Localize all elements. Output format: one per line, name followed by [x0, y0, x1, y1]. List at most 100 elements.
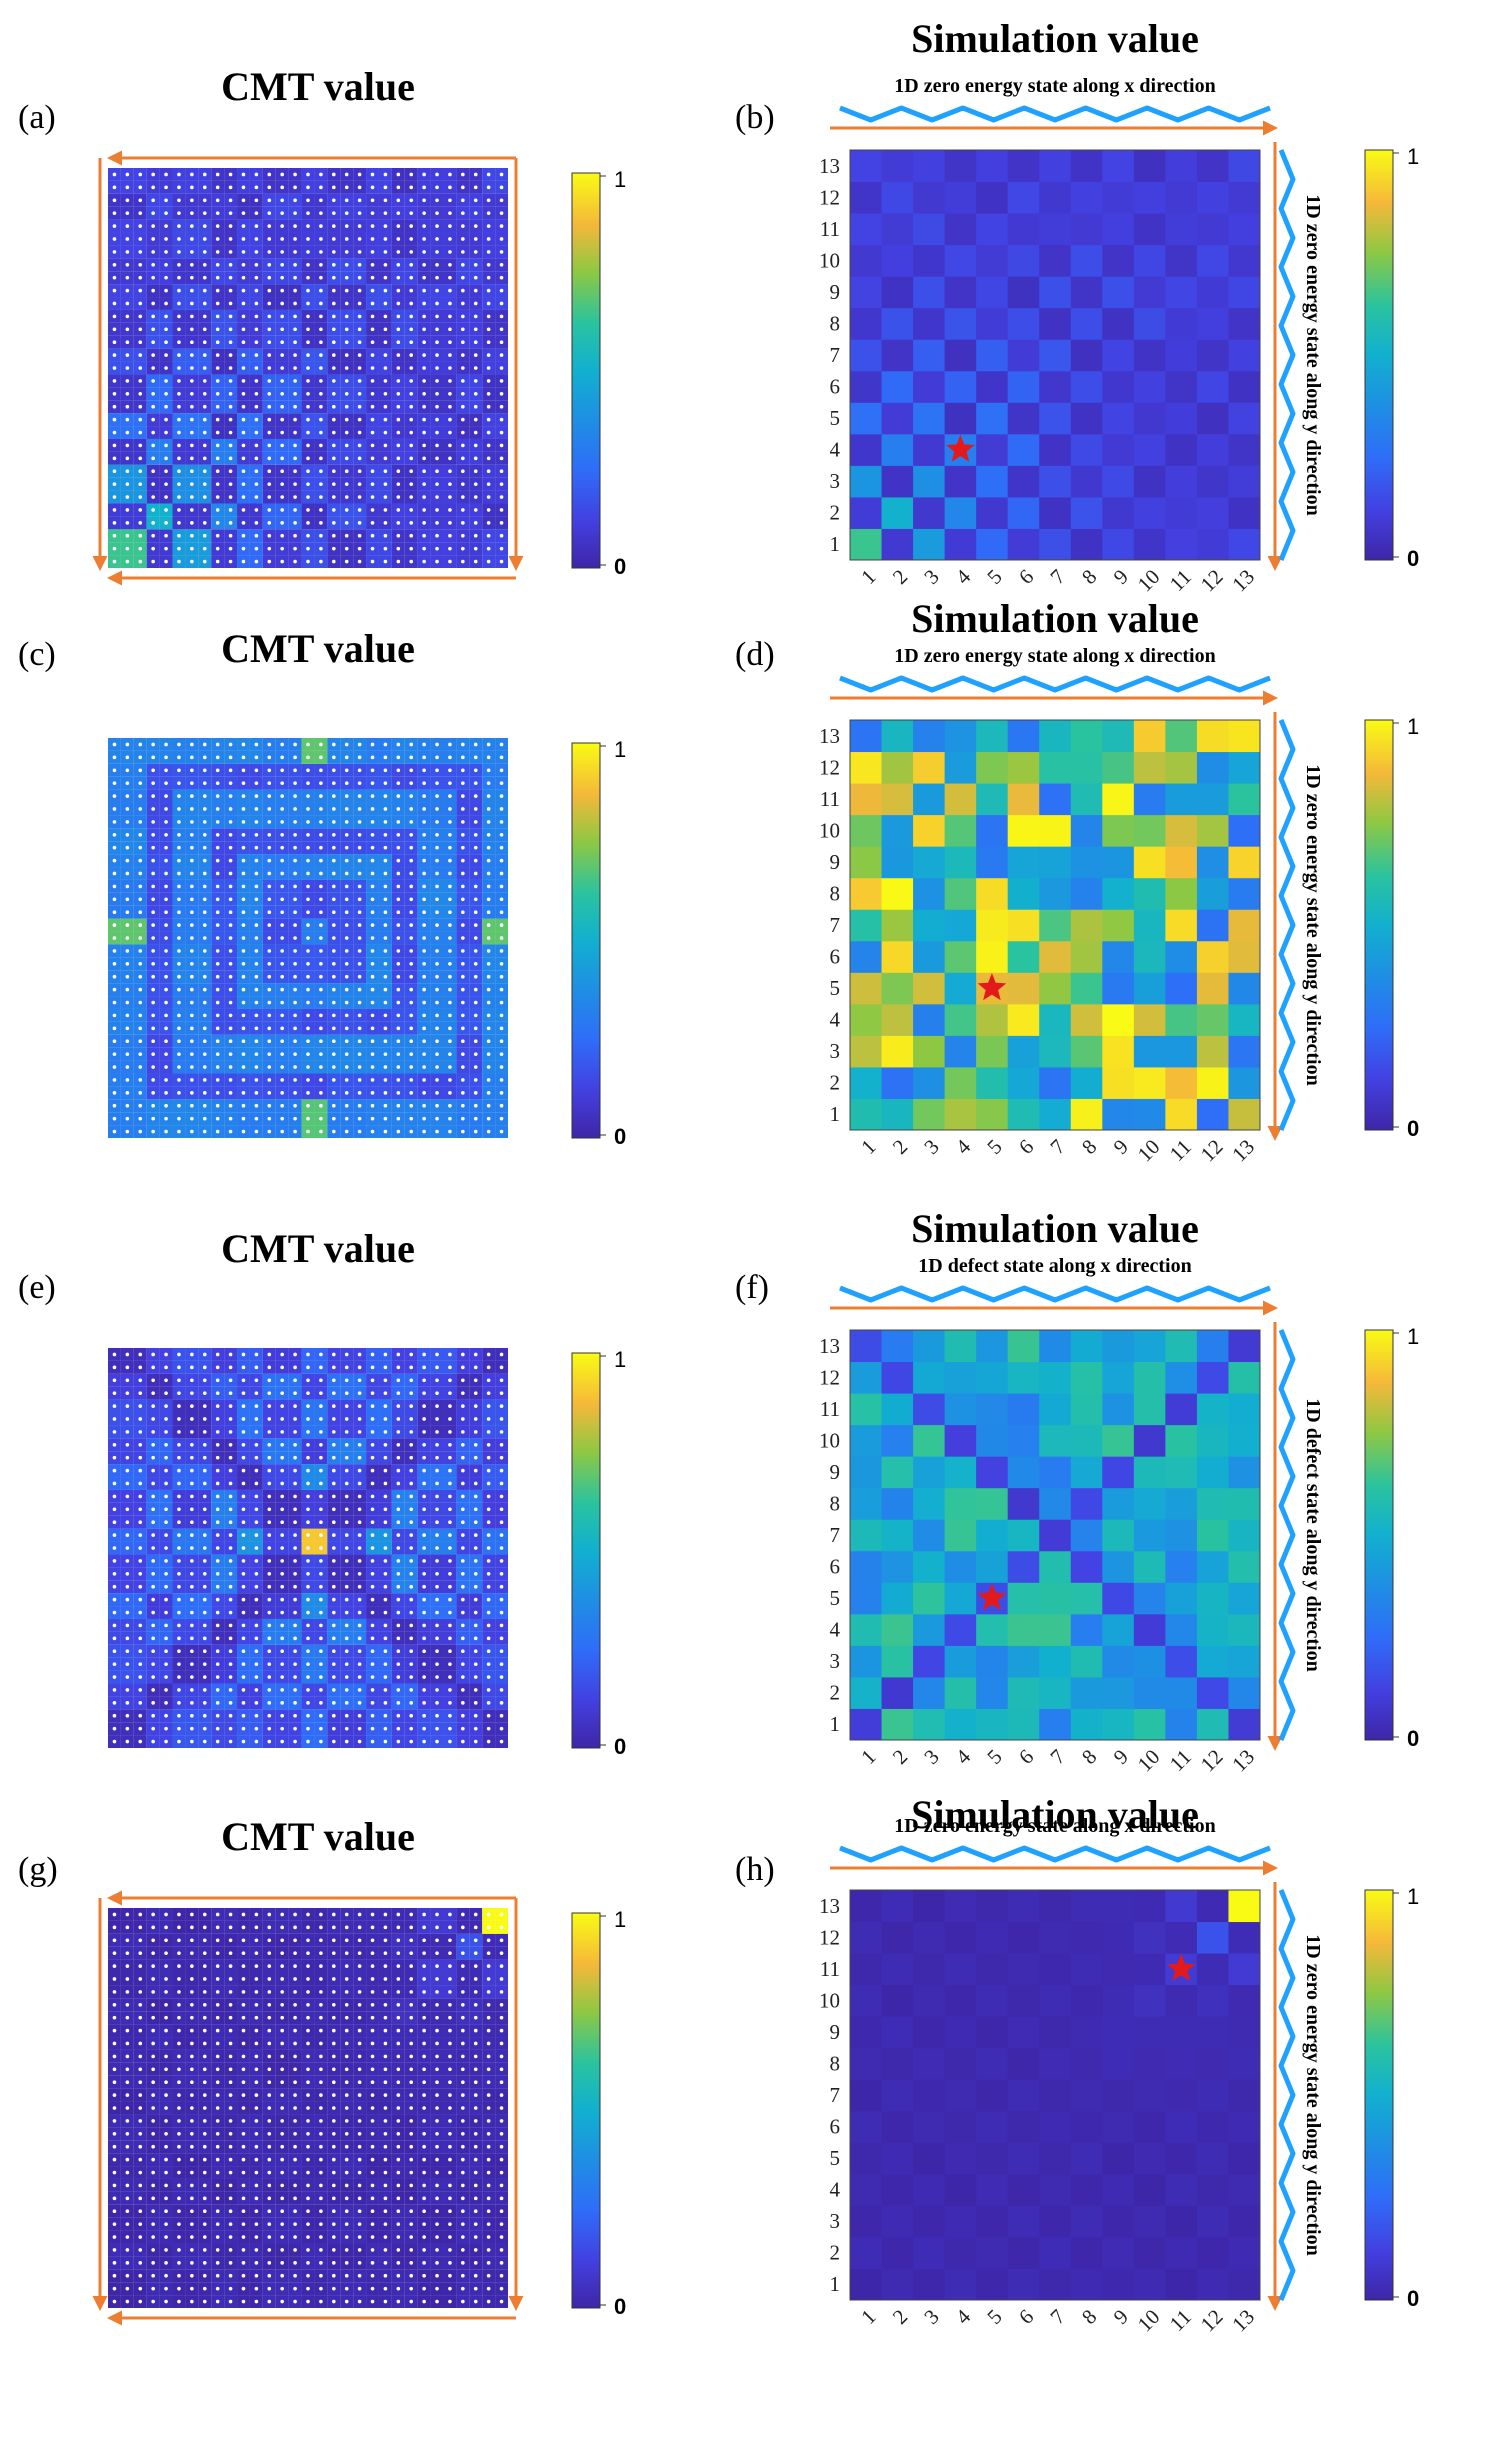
lattice-dot [177, 949, 181, 953]
lattice-dot [396, 340, 401, 344]
heatmap-cell [1165, 276, 1198, 309]
lattice-dot [280, 495, 284, 499]
lattice-dot [344, 1129, 349, 1134]
lattice-dot [190, 1417, 194, 1421]
lattice-dot [254, 379, 259, 383]
lattice-dot [280, 430, 284, 435]
lattice-dot [435, 366, 439, 370]
lattice-dot [280, 1026, 284, 1031]
lattice-dot [228, 456, 233, 461]
lattice-dot [280, 923, 284, 927]
lattice-dot [422, 936, 426, 940]
lattice-dot [177, 1520, 181, 1525]
lattice-dot [228, 1391, 233, 1395]
lattice-dot [332, 314, 336, 319]
lattice-dot [486, 198, 491, 203]
heatmap-cell [881, 465, 914, 498]
lattice-dot [448, 949, 452, 953]
heatmap-cell [1196, 720, 1229, 753]
lattice-dot [164, 923, 168, 927]
lattice-dot [215, 392, 220, 396]
lattice-dot [293, 546, 297, 551]
heatmap-cell [1133, 877, 1166, 910]
heatmap-cell [1228, 339, 1261, 372]
lattice-dot [332, 546, 336, 551]
lattice-dot [164, 469, 168, 474]
lattice-dot [383, 1026, 388, 1031]
lattice-dot [138, 1713, 143, 1718]
lattice-dot [125, 768, 130, 773]
lattice-dot [422, 768, 426, 773]
lattice-dot [435, 1013, 439, 1018]
lattice-dot [319, 1129, 323, 1134]
lattice-dot [228, 962, 233, 966]
lattice-dot [190, 1000, 194, 1005]
lattice-dot [473, 845, 478, 850]
heatmap-cell [1070, 814, 1103, 847]
lattice-dot [241, 1507, 246, 1512]
lattice-dot [319, 559, 323, 564]
lattice-dot [228, 1610, 233, 1615]
lattice-dot [228, 1559, 233, 1563]
lattice-dot [228, 1494, 233, 1499]
lattice-dot [370, 443, 375, 448]
lattice-dot [280, 546, 284, 551]
lattice-dot [293, 250, 297, 254]
lattice-dot [241, 327, 246, 332]
lattice-dot [202, 897, 207, 902]
lattice-dot [344, 559, 349, 564]
lattice-dot [435, 340, 439, 344]
lattice-dot [215, 288, 220, 293]
heatmap-cell [881, 1098, 914, 1131]
lattice-dot [332, 327, 336, 332]
lattice-dot [164, 443, 168, 448]
lattice-dot [177, 871, 181, 876]
lattice-dot [409, 482, 414, 486]
lattice-dot [499, 262, 504, 267]
heatmap-cell [881, 150, 914, 183]
lattice-dot [202, 755, 207, 760]
lattice-dot [228, 845, 233, 850]
lattice-dot [254, 417, 259, 422]
heatmap-cell [1133, 1003, 1166, 1036]
lattice-dot [344, 404, 349, 409]
lattice-dot [267, 456, 272, 461]
heatmap-cell [1007, 181, 1040, 214]
lattice-dot [448, 417, 452, 422]
lattice-dot [409, 275, 414, 280]
lattice-dot [370, 301, 375, 306]
lattice-dot [215, 1649, 220, 1654]
lattice-dot [306, 858, 310, 863]
lattice-dot [138, 987, 143, 992]
lattice-dot [151, 1623, 155, 1628]
lattice-dot [241, 1559, 246, 1563]
lattice-dot [112, 1026, 117, 1031]
heatmap-cell [881, 877, 914, 910]
heatmap-cell [1196, 433, 1229, 466]
x-tick-label: 10 [1133, 565, 1165, 597]
lattice-dot [448, 237, 452, 241]
lattice-dot [280, 1116, 284, 1121]
heatmap-cell [850, 307, 883, 340]
heatmap-cell [976, 940, 1009, 973]
lattice-dot [202, 1597, 207, 1602]
y-tick-label: 8 [830, 311, 841, 335]
lattice-dot [280, 1129, 284, 1134]
heatmap-cell [1196, 1003, 1229, 1036]
lattice-dot [241, 962, 246, 966]
heatmap-cell [913, 1066, 946, 1099]
lattice-dot [448, 469, 452, 474]
lattice-dot [190, 1713, 194, 1718]
lattice-dot [473, 521, 478, 525]
lattice-dot [357, 807, 362, 811]
lattice-dot [370, 469, 375, 474]
lattice-dot [486, 211, 491, 215]
lattice-dot [435, 910, 439, 914]
lattice-dot [215, 1533, 220, 1537]
lattice-dot [473, 897, 478, 902]
lattice-dot [486, 858, 491, 863]
lattice-dot [164, 417, 168, 422]
lattice-dot [370, 521, 375, 525]
lattice-dot [164, 781, 168, 785]
lattice-dot [332, 353, 336, 357]
